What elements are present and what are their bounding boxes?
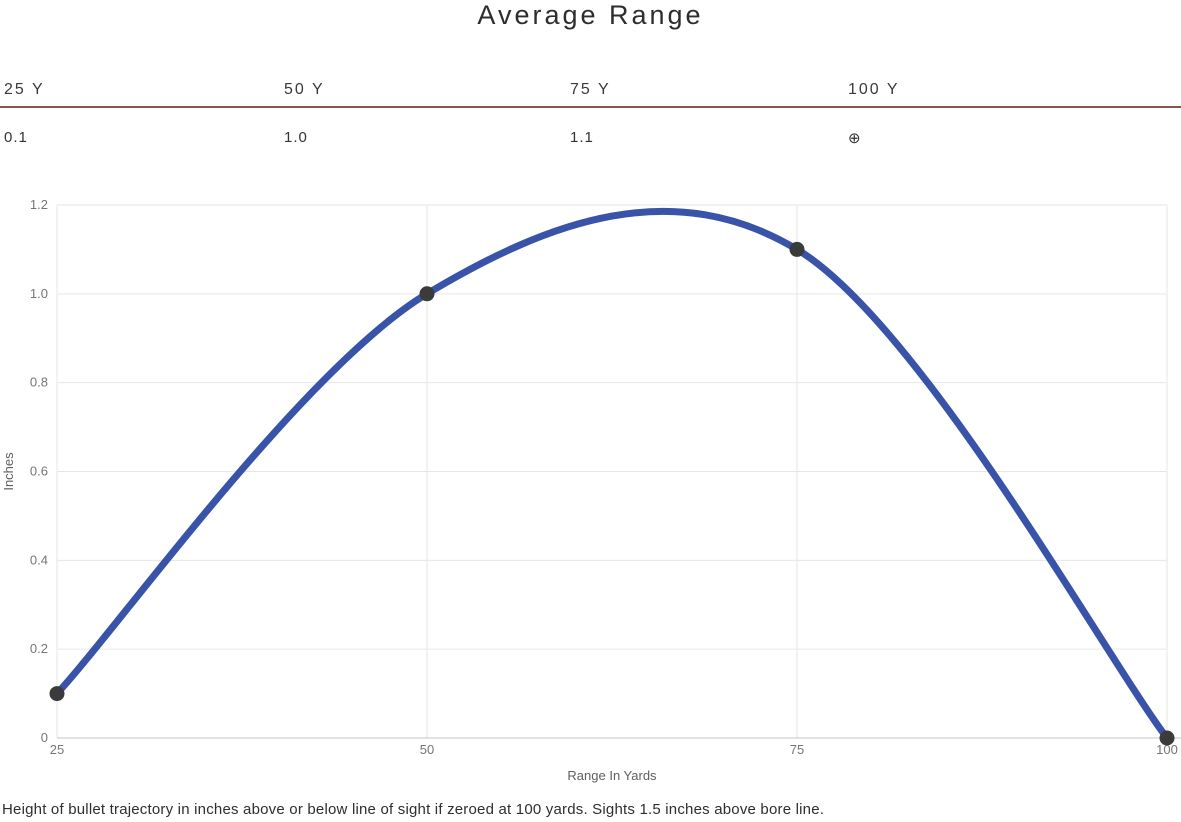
trajectory-chart-svg: 25 50 75 100 0 0.2 0.4 0.6 0.8 1.0 1.2 Inches Range … [1,197,1181,783]
summary-label-25y: 25 Y [4,81,45,98]
data-point [789,241,805,257]
y-axis-title: Inches [1,452,16,491]
y-tick-label: 0.2 [30,641,48,656]
y-tick-label: 0.8 [30,375,48,390]
zero-symbol: ⊕ [848,130,862,147]
summary-label-50y: 50 Y [284,81,325,98]
x-tick-label: 50 [420,742,434,757]
y-tick-label: 0.4 [30,552,48,567]
data-point [419,286,435,302]
y-tick-label: 0.6 [30,464,48,479]
x-tick-label: 75 [790,742,804,757]
data-point [1159,730,1175,746]
page-title: Average Range [477,0,704,30]
y-tick-label: 1.2 [30,197,48,212]
data-point [49,686,65,702]
y-tick-label: 0 [41,730,48,745]
y-tick-label: 1.0 [30,286,48,301]
summary-divider [0,106,1181,108]
x-tick-label: 100 [1156,742,1178,757]
x-axis-title: Range In Yards [567,768,657,783]
summary-label-100y: 100 Y [848,81,900,98]
summary-value-75y: 1.1 [570,129,594,146]
trajectory-line [53,207,1171,742]
x-tick-label: 25 [50,742,64,757]
summary-value-50y: 1.0 [284,129,308,146]
summary-value-25y: 0.1 [4,129,28,146]
summary-label-75y: 75 Y [570,81,611,98]
chart-caption: Height of bullet trajectory in inches ab… [2,801,825,818]
trajectory-chart: 25 50 75 100 0 0.2 0.4 0.6 0.8 1.0 1.2 Inches Range … [0,190,1181,790]
